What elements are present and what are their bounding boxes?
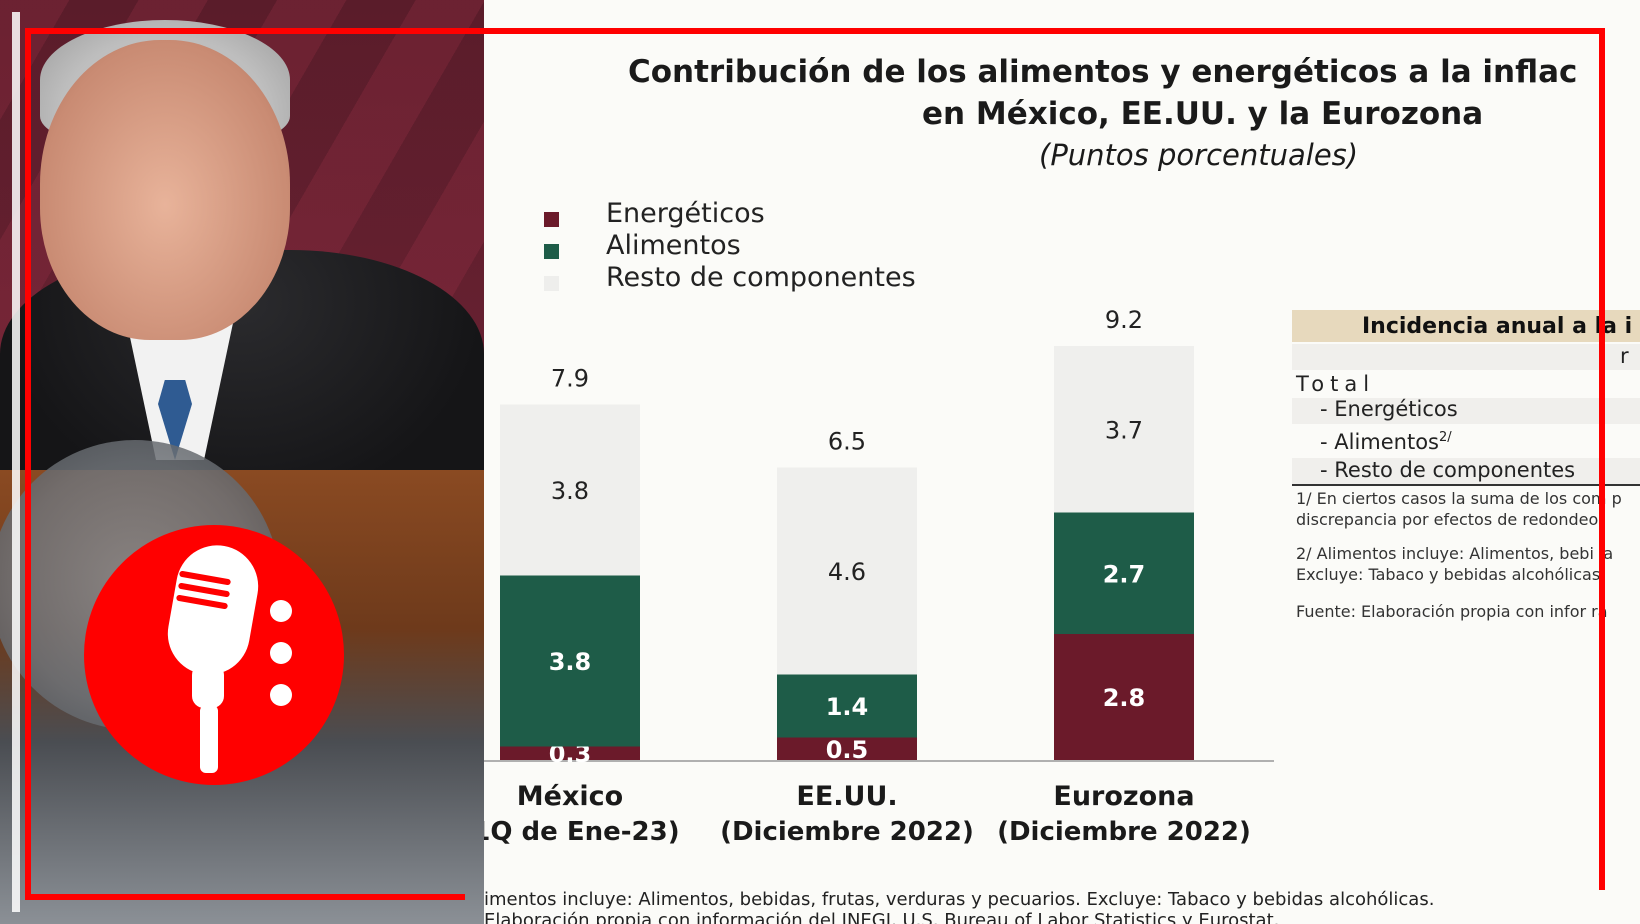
bar-segment xyxy=(1054,346,1194,513)
bar-total-label: 6.5 xyxy=(828,428,866,456)
bar-data-label: 3.8 xyxy=(549,648,592,676)
side-table-row-alimentos: - Alimentos2/ xyxy=(1292,428,1640,454)
face xyxy=(40,40,290,340)
side-table-row-resto: - Resto de componentes xyxy=(1292,458,1640,484)
bar-segment xyxy=(777,467,917,675)
bar-segment xyxy=(1054,634,1194,760)
bar-segment xyxy=(500,746,640,760)
frame-right xyxy=(1599,28,1605,890)
side-table-label-alimentos-text: - Alimentos xyxy=(1320,430,1439,454)
side-table-row-energeticos: - Energéticos xyxy=(1292,397,1640,424)
mic-stand xyxy=(200,705,218,773)
source-note: Fuente: Elaboración propia con infor ra xyxy=(1296,602,1608,621)
slide-content: Contribución de los alimentos y energéti… xyxy=(484,0,1640,924)
footnote-line-2: Elaboración propia con información del I… xyxy=(484,910,1280,924)
mic-stem xyxy=(192,663,224,708)
category-label: EE.UU. xyxy=(796,781,897,812)
side-table-label-resto: - Resto de componentes xyxy=(1320,458,1576,482)
category-label: Eurozona xyxy=(1053,781,1194,812)
bar-data-label: 2.8 xyxy=(1103,684,1146,712)
side-table-alimentos-sup: 2/ xyxy=(1439,430,1452,445)
speaker-photo xyxy=(0,0,484,924)
dot-icon xyxy=(270,642,292,664)
category-sublabel: (1Q de Ene-23) xyxy=(484,817,680,847)
frame-white-edge xyxy=(12,12,20,912)
side-table-header-right: r xyxy=(1620,344,1629,368)
side-table-divider xyxy=(1292,484,1640,486)
side-table-total: Total xyxy=(1296,372,1376,396)
side-table-header: Incidencia anual a la i xyxy=(1292,310,1640,342)
frame-left xyxy=(25,28,31,900)
frame-top xyxy=(25,28,1605,34)
side-table-subheader: r xyxy=(1292,344,1640,370)
category-label: México xyxy=(517,781,623,812)
podcast-badge xyxy=(84,525,344,785)
bar-segment xyxy=(1054,512,1194,634)
bar-data-label: 4.6 xyxy=(828,558,866,586)
dot-icon xyxy=(270,600,292,622)
legend-swatch-resto xyxy=(544,276,559,291)
footnote-line-1: imentos incluye: Alimentos, bebidas, fru… xyxy=(484,889,1435,910)
chart-title-line2: en México, EE.UU. y la Eurozona xyxy=(922,96,1484,132)
bar-segment xyxy=(777,737,917,760)
legend-swatch-energeticos xyxy=(544,212,559,227)
bar-segment xyxy=(777,674,917,738)
dot-icon xyxy=(270,684,292,706)
bar-data-label: 1.4 xyxy=(826,693,869,721)
side-table-label-energeticos: - Energéticos xyxy=(1320,397,1458,421)
legend-label-energeticos: Energéticos xyxy=(606,198,765,229)
legend-swatch-alimentos xyxy=(544,244,559,259)
bar-data-label: 3.8 xyxy=(551,477,589,505)
bar-data-label: 2.7 xyxy=(1103,560,1146,588)
chart-title: Contribución de los alimentos y energéti… xyxy=(628,54,1578,90)
bar-total-label: 7.9 xyxy=(551,365,589,393)
microphone-icon xyxy=(161,538,265,682)
note-1-line-1: 1/ En ciertos casos la suma de los com p xyxy=(1296,489,1622,508)
bar-data-label: 0.5 xyxy=(826,736,869,764)
bar-total-label: 9.2 xyxy=(1105,306,1143,334)
bar-segment xyxy=(500,404,640,576)
bar-segment xyxy=(500,575,640,747)
category-sublabel: (Diciembre 2022) xyxy=(720,817,974,847)
bar-data-label: 3.7 xyxy=(1105,416,1143,444)
note-2-line-1: 2/ Alimentos incluye: Alimentos, bebi la xyxy=(1296,544,1614,563)
frame-bottom xyxy=(25,894,465,900)
note-2-line-2: Excluye: Tabaco y bebidas alcohólicas xyxy=(1296,565,1601,584)
legend-label-resto: Resto de componentes xyxy=(606,262,916,293)
note-1-line-2: discrepancia por efectos de redondeo. xyxy=(1296,510,1604,529)
category-sublabel: (Diciembre 2022) xyxy=(997,817,1251,847)
side-table-label-alimentos: - Alimentos2/ xyxy=(1320,430,1452,454)
legend-label-alimentos: Alimentos xyxy=(606,230,741,261)
chart-subtitle: (Puntos porcentuales) xyxy=(1039,138,1359,172)
side-table-header-text: Incidencia anual a la i xyxy=(1362,314,1633,339)
